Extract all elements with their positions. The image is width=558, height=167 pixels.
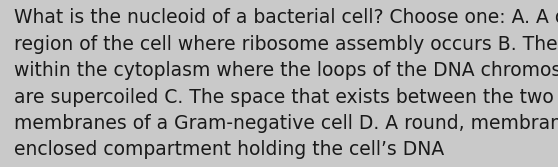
Text: within the cytoplasm where the loops of the DNA chromosome: within the cytoplasm where the loops of … xyxy=(14,61,558,80)
Text: are supercoiled C. The space that exists between the two: are supercoiled C. The space that exists… xyxy=(14,88,554,107)
Text: enclosed compartment holding the cell’s DNA: enclosed compartment holding the cell’s … xyxy=(14,140,444,159)
Text: membranes of a Gram-negative cell D. A round, membrane-: membranes of a Gram-negative cell D. A r… xyxy=(14,114,558,133)
Text: region of the cell where ribosome assembly occurs B. The region: region of the cell where ribosome assemb… xyxy=(14,35,558,54)
Text: What is the nucleoid of a bacterial cell? Choose one: A. A dense: What is the nucleoid of a bacterial cell… xyxy=(14,8,558,27)
